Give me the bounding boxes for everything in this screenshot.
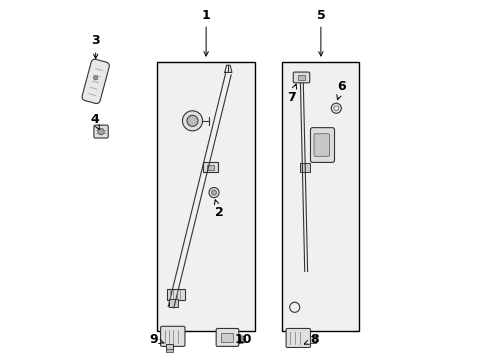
Text: 2: 2 bbox=[214, 200, 224, 220]
Circle shape bbox=[330, 103, 341, 113]
Text: 7: 7 bbox=[286, 84, 296, 104]
Text: 8: 8 bbox=[304, 333, 318, 346]
Bar bbox=[167, 289, 185, 300]
Text: 4: 4 bbox=[90, 113, 99, 130]
Bar bbox=[169, 300, 178, 307]
Circle shape bbox=[240, 338, 244, 341]
Circle shape bbox=[211, 190, 216, 195]
FancyBboxPatch shape bbox=[293, 72, 309, 83]
Bar bbox=[300, 163, 309, 172]
Text: 3: 3 bbox=[91, 34, 100, 59]
Bar bbox=[165, 344, 173, 350]
Text: 5: 5 bbox=[316, 9, 325, 56]
Bar bbox=[206, 165, 214, 170]
Bar bbox=[156, 62, 255, 330]
Text: 9: 9 bbox=[149, 333, 163, 346]
FancyBboxPatch shape bbox=[285, 328, 310, 347]
FancyBboxPatch shape bbox=[94, 125, 108, 138]
Bar bbox=[166, 349, 172, 352]
Circle shape bbox=[238, 336, 245, 343]
Circle shape bbox=[93, 76, 98, 80]
FancyBboxPatch shape bbox=[216, 328, 238, 346]
Circle shape bbox=[182, 111, 202, 131]
Bar bbox=[282, 62, 359, 330]
FancyBboxPatch shape bbox=[313, 134, 329, 156]
FancyBboxPatch shape bbox=[82, 59, 109, 104]
Bar bbox=[202, 162, 218, 172]
Circle shape bbox=[208, 188, 219, 198]
Circle shape bbox=[98, 129, 104, 135]
Text: 10: 10 bbox=[234, 333, 252, 346]
Text: 1: 1 bbox=[202, 9, 210, 56]
Bar bbox=[309, 336, 316, 343]
Bar bbox=[297, 75, 305, 80]
Bar bbox=[221, 333, 232, 342]
Text: 6: 6 bbox=[336, 80, 346, 100]
FancyBboxPatch shape bbox=[310, 128, 334, 162]
Circle shape bbox=[186, 115, 198, 126]
FancyBboxPatch shape bbox=[160, 326, 184, 346]
